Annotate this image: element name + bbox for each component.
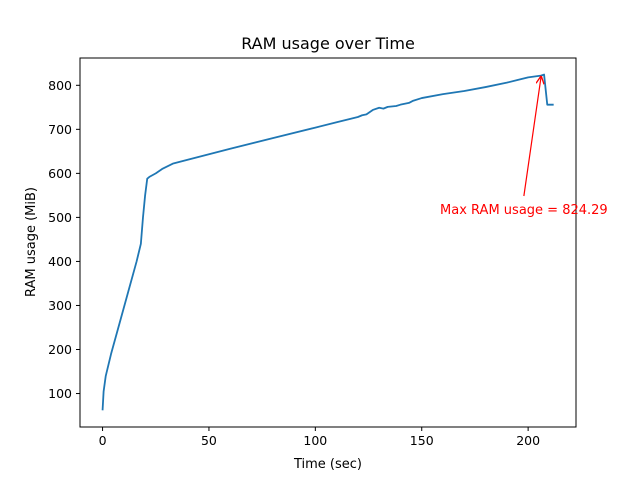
- plot-area: [79, 57, 577, 428]
- y-tick-label: 700: [48, 122, 72, 137]
- y-axis: 100 200 300 400 500 600 700 800: [48, 78, 80, 401]
- series-layer: [101, 73, 554, 411]
- y-tick-label: 800: [48, 78, 72, 93]
- annotation-layer: Max RAM usage = 824.29: [440, 77, 608, 218]
- x-axis: 0 50 100 150 200: [99, 427, 540, 448]
- annotation-text: Max RAM usage = 824.29: [440, 203, 608, 218]
- y-axis-label: RAM usage (MiB): [24, 187, 39, 297]
- y-tick-label: 100: [48, 386, 72, 401]
- y-tick-label: 400: [48, 254, 72, 269]
- x-tick-label: 0: [99, 433, 107, 448]
- x-tick-label: 50: [201, 433, 217, 448]
- ram-usage-line: [101, 73, 554, 411]
- x-tick-label: 100: [303, 433, 327, 448]
- y-tick-label: 600: [48, 166, 72, 181]
- y-tick-label: 500: [48, 210, 72, 225]
- y-tick-label: 300: [48, 298, 72, 313]
- plot-frame: [79, 57, 577, 428]
- x-tick-label: 150: [410, 433, 434, 448]
- chart-title: RAM usage over Time: [241, 34, 415, 53]
- x-axis-label: Time (sec): [293, 457, 362, 472]
- y-tick-label: 200: [48, 342, 72, 357]
- x-tick-label: 200: [516, 433, 540, 448]
- annotation-arrow: [523, 77, 541, 197]
